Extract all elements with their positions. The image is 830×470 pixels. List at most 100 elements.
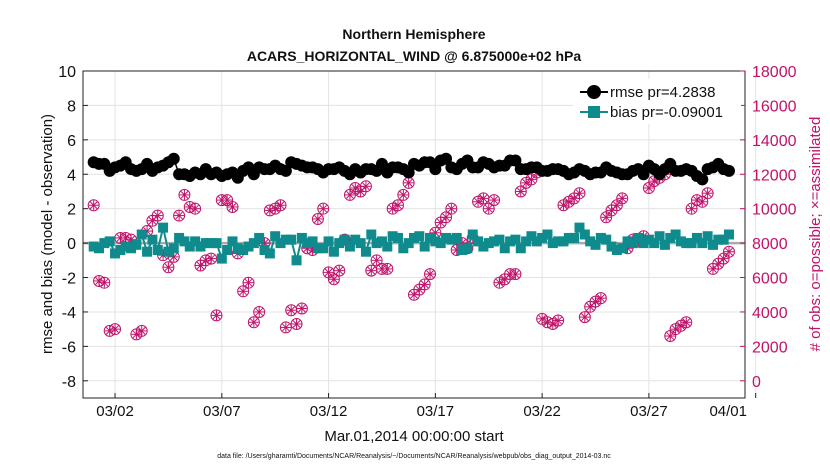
obs-assimilated-marker [382, 263, 393, 274]
obs-assimilated-marker [574, 188, 585, 199]
obs-assimilated-marker [398, 189, 409, 200]
obs-possible-marker [317, 202, 330, 215]
bias-marker [542, 229, 553, 240]
bias-marker [382, 241, 393, 252]
obs-possible-marker [87, 199, 100, 212]
bias-marker [355, 238, 366, 249]
bias-marker [163, 246, 174, 257]
bias-marker [312, 243, 323, 254]
bias-marker [254, 232, 265, 243]
bias-marker [601, 234, 612, 245]
bias-marker [339, 234, 350, 245]
bias-marker [478, 241, 489, 252]
x-axis-label: Mar.01,2014 00:00:00 start [324, 428, 504, 445]
obs-assimilated-marker [723, 246, 734, 257]
bias-marker [120, 241, 131, 252]
y-axis-left: 10 8 6 4 2 0 -2 -4 -6 -8 [58, 64, 88, 391]
y-tick-label: -2 [62, 271, 76, 288]
obs-possible-marker [274, 199, 287, 212]
bias-marker [243, 241, 254, 252]
legend: rmse pr=4.2838 bias pr=-0.09001 [573, 79, 741, 124]
bias-marker [147, 234, 158, 245]
bias-marker [280, 234, 291, 245]
obs-possible-marker [397, 188, 410, 201]
bias-marker [462, 243, 473, 254]
obs-possible-marker [488, 194, 501, 207]
bias-marker [547, 238, 558, 249]
rmse-marker [696, 173, 709, 186]
bias-marker [563, 232, 574, 243]
bias-marker [627, 238, 638, 249]
bias-marker [643, 234, 654, 245]
y-tick-label: -4 [62, 305, 76, 322]
obs-assimilated-marker [419, 279, 430, 290]
obs-assimilated-marker [227, 201, 238, 212]
bias-marker [489, 236, 500, 247]
obs-possible-marker [279, 321, 292, 334]
bias-marker [168, 243, 179, 254]
bias-marker [403, 238, 414, 249]
bias-marker [446, 234, 457, 245]
obs-assimilated-marker [718, 253, 729, 264]
obs-assimilated-marker [526, 174, 537, 185]
bias-marker [499, 243, 510, 254]
obs-assimilated-marker [248, 317, 259, 328]
bias-marker [611, 244, 622, 255]
obs-assimilated-marker [670, 324, 681, 335]
obs-assimilated-marker [515, 186, 526, 197]
bias-marker [344, 241, 355, 252]
obs-assimilated-marker [174, 210, 185, 221]
bias-marker [270, 231, 281, 242]
x-tick-label: 03/27 [630, 403, 668, 420]
bias-marker [659, 239, 670, 250]
bias-marker [360, 246, 371, 257]
chart-subtitle: ACARS_HORIZONTAL_WIND @ 6.875000e+02 hPa [247, 48, 582, 64]
obs-assimilated-marker [275, 200, 286, 211]
bias-marker [467, 229, 478, 240]
obs-possible-marker [685, 202, 698, 215]
bias-marker [99, 238, 110, 249]
bias-marker [158, 222, 169, 233]
bias-marker [248, 238, 259, 249]
bias-marker [718, 234, 729, 245]
rmse-series [87, 152, 735, 186]
bias-marker [318, 243, 329, 254]
y-tick-label: -8 [62, 374, 76, 391]
bias-marker [179, 236, 190, 247]
obs-possible-marker [594, 292, 607, 305]
obs-assimilated-marker [211, 310, 222, 321]
obs-assimilated-marker [99, 277, 110, 288]
obs-assimilated-marker [563, 196, 574, 207]
bias-marker [483, 238, 494, 249]
footnote: data file: /Users/gharamti/Documents/NCA… [217, 453, 611, 460]
y2-tick-label: 6000 [752, 271, 788, 288]
obs-possible-marker [573, 187, 586, 200]
obs-assimilated-marker [643, 183, 654, 194]
bias-series [88, 222, 734, 266]
y2-tick-label: 16000 [752, 98, 797, 115]
y2-tick-label: 0 [752, 374, 761, 391]
obs-assimilated-marker [110, 324, 121, 335]
legend-rmse-marker [587, 85, 601, 99]
obs-possible-marker [418, 278, 431, 291]
obs-possible-marker [290, 317, 303, 330]
bias-marker [328, 246, 339, 257]
obs-assimilated-marker [366, 265, 377, 276]
x-tick-label: 03/12 [310, 403, 348, 420]
obs-assimilated-marker [296, 303, 307, 314]
obs-assimilated-marker [280, 322, 291, 333]
obs-assimilated-marker [697, 196, 708, 207]
obs-possible-marker [162, 261, 175, 274]
obs-possible-marker [135, 324, 148, 337]
bias-marker [707, 239, 718, 250]
obs-assimilated-marker [371, 255, 382, 266]
obs-assimilated-marker [617, 193, 628, 204]
bias-marker [702, 231, 713, 242]
obs-possible-marker [391, 199, 404, 212]
bias-marker [590, 239, 601, 250]
plot-frame [82, 70, 746, 399]
bias-marker [585, 236, 596, 247]
bias-marker [307, 236, 318, 247]
bias-marker [376, 236, 387, 247]
